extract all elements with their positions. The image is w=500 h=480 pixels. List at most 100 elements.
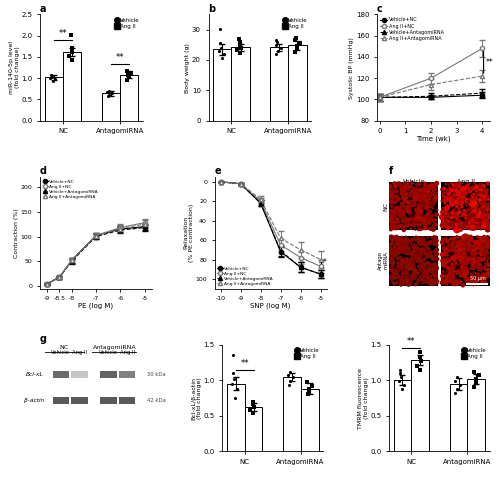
Point — [420, 192, 428, 200]
Point — [438, 186, 446, 193]
Point — [430, 240, 438, 248]
Point — [470, 262, 478, 269]
Point — [482, 207, 490, 215]
Point — [424, 234, 432, 241]
Point — [450, 186, 458, 193]
Point — [388, 225, 396, 232]
Point — [418, 249, 426, 257]
Point — [433, 279, 441, 287]
Point — [396, 221, 404, 229]
Point — [388, 272, 396, 280]
Point — [400, 249, 408, 257]
Point — [390, 222, 398, 230]
Point — [480, 239, 488, 247]
Point — [410, 254, 418, 262]
Point — [482, 221, 490, 228]
Point — [294, 46, 302, 53]
Point — [485, 241, 493, 249]
Point — [441, 260, 449, 268]
Point — [476, 200, 484, 208]
Point — [392, 251, 400, 258]
Point — [468, 224, 475, 231]
Point — [425, 260, 433, 268]
Point — [479, 198, 487, 206]
Point — [395, 238, 403, 246]
Point — [462, 190, 470, 198]
Point — [444, 187, 452, 194]
Point — [408, 202, 416, 210]
Point — [472, 213, 480, 221]
Point — [456, 194, 464, 202]
Point — [402, 180, 410, 187]
Point — [438, 261, 446, 268]
Point — [444, 225, 452, 233]
Point — [478, 217, 486, 225]
Point — [426, 201, 434, 209]
Point — [412, 248, 420, 256]
Point — [425, 245, 433, 253]
Point — [432, 272, 440, 279]
Point — [458, 193, 466, 201]
Point — [420, 246, 428, 254]
Point — [477, 262, 485, 269]
Point — [481, 235, 489, 243]
Point — [418, 241, 426, 249]
Point — [387, 250, 395, 258]
Point — [305, 385, 313, 393]
Point — [476, 182, 484, 190]
Point — [468, 274, 476, 281]
Point — [408, 258, 416, 265]
Point — [386, 273, 394, 280]
Point — [394, 192, 402, 199]
Point — [474, 281, 482, 289]
Point — [484, 240, 492, 248]
Point — [402, 233, 410, 240]
Point — [440, 185, 448, 192]
Point — [410, 274, 418, 282]
Point — [428, 234, 436, 241]
Point — [444, 272, 452, 280]
Point — [468, 214, 476, 221]
Bar — [63, 52, 81, 121]
Point — [450, 246, 458, 254]
Point — [388, 221, 396, 229]
Point — [454, 219, 462, 227]
Point — [438, 254, 446, 262]
Point — [420, 261, 428, 268]
Point — [471, 276, 479, 284]
Point — [462, 233, 469, 240]
Point — [304, 379, 312, 386]
Point — [426, 188, 434, 196]
Point — [387, 253, 395, 261]
Point — [390, 274, 398, 281]
Point — [464, 215, 472, 223]
Point — [452, 260, 460, 268]
Point — [426, 213, 434, 221]
Point — [424, 249, 432, 257]
Point — [396, 184, 404, 192]
Point — [463, 202, 471, 210]
Point — [430, 235, 438, 242]
Point — [440, 240, 448, 248]
Point — [440, 262, 448, 269]
Point — [415, 188, 423, 195]
Point — [438, 273, 446, 280]
Point — [474, 201, 482, 208]
Y-axis label: TMRM fluorescence
(fold change): TMRM fluorescence (fold change) — [358, 368, 368, 429]
Point — [216, 25, 224, 33]
Point — [430, 218, 438, 226]
Point — [452, 189, 460, 196]
Point — [406, 186, 413, 194]
Point — [472, 262, 480, 270]
Point — [396, 183, 404, 191]
Point — [474, 212, 482, 219]
Point — [404, 186, 411, 194]
Point — [48, 72, 56, 79]
Point — [404, 275, 412, 283]
Point — [402, 276, 410, 284]
Point — [397, 263, 405, 270]
Point — [475, 243, 483, 251]
Bar — [390, 182, 438, 230]
X-axis label: SNP (log M): SNP (log M) — [250, 303, 291, 309]
Point — [480, 203, 488, 211]
